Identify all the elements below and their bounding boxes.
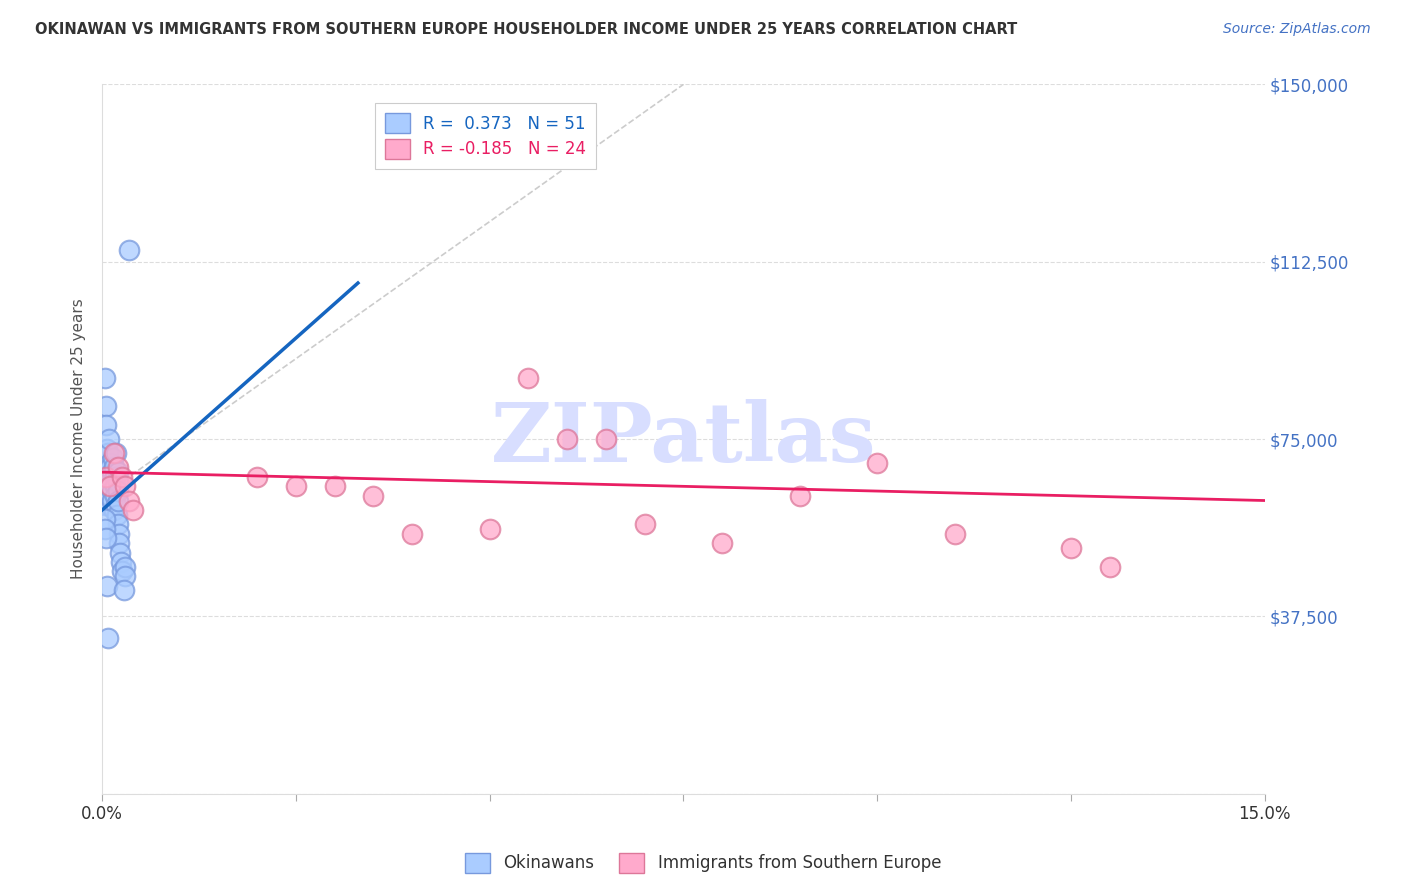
Point — [97, 489, 120, 503]
Point — [108, 536, 131, 550]
Point — [98, 432, 121, 446]
Point — [107, 484, 129, 499]
Point — [105, 446, 128, 460]
Point — [246, 470, 269, 484]
Point — [114, 559, 136, 574]
Point — [114, 479, 136, 493]
Point — [96, 493, 118, 508]
Point — [110, 565, 132, 579]
Point — [114, 569, 136, 583]
Point — [401, 526, 423, 541]
Point — [122, 503, 145, 517]
Point — [118, 493, 141, 508]
Point — [104, 479, 127, 493]
Point — [634, 517, 657, 532]
Point — [1060, 541, 1083, 555]
Text: ZIPatlas: ZIPatlas — [491, 399, 876, 479]
Point — [105, 508, 128, 522]
Y-axis label: Householder Income Under 25 years: Householder Income Under 25 years — [72, 299, 86, 580]
Point — [284, 479, 307, 493]
Point — [98, 456, 121, 470]
Point — [98, 498, 121, 512]
Point — [108, 545, 131, 559]
Point — [97, 446, 120, 460]
Point — [105, 498, 128, 512]
Point — [97, 479, 120, 493]
Point — [97, 465, 120, 479]
Point — [96, 442, 118, 456]
Point — [100, 475, 122, 489]
Point — [93, 489, 115, 503]
Point — [107, 517, 129, 532]
Point — [94, 470, 117, 484]
Point — [104, 470, 127, 484]
Point — [101, 484, 124, 499]
Point — [93, 498, 115, 512]
Point — [98, 479, 121, 493]
Point — [100, 465, 122, 479]
Point — [555, 432, 578, 446]
Text: Source: ZipAtlas.com: Source: ZipAtlas.com — [1223, 22, 1371, 37]
Point — [112, 583, 135, 598]
Point — [94, 370, 117, 384]
Point — [103, 460, 125, 475]
Point — [517, 370, 540, 384]
Point — [94, 417, 117, 432]
Point — [101, 493, 124, 508]
Point — [363, 489, 385, 503]
Point — [107, 465, 129, 479]
Legend: R =  0.373   N = 51, R = -0.185   N = 24: R = 0.373 N = 51, R = -0.185 N = 24 — [375, 103, 596, 169]
Point — [711, 536, 734, 550]
Point — [96, 579, 118, 593]
Point — [110, 555, 132, 569]
Point — [97, 475, 120, 489]
Point — [107, 493, 129, 508]
Point — [943, 526, 966, 541]
Point — [323, 479, 346, 493]
Point — [107, 475, 129, 489]
Point — [98, 489, 121, 503]
Point — [94, 522, 117, 536]
Point — [94, 532, 117, 546]
Point — [1098, 559, 1121, 574]
Point — [101, 450, 124, 465]
Point — [93, 512, 115, 526]
Point — [107, 460, 129, 475]
Point — [97, 631, 120, 645]
Point — [104, 489, 127, 503]
Point — [789, 489, 811, 503]
Point — [98, 479, 121, 493]
Point — [110, 470, 132, 484]
Legend: Okinawans, Immigrants from Southern Europe: Okinawans, Immigrants from Southern Euro… — [458, 847, 948, 880]
Point — [103, 446, 125, 460]
Text: OKINAWAN VS IMMIGRANTS FROM SOUTHERN EUROPE HOUSEHOLDER INCOME UNDER 25 YEARS CO: OKINAWAN VS IMMIGRANTS FROM SOUTHERN EUR… — [35, 22, 1018, 37]
Point — [98, 460, 121, 475]
Point — [866, 456, 889, 470]
Point — [94, 399, 117, 413]
Point — [108, 526, 131, 541]
Point — [118, 243, 141, 257]
Point — [595, 432, 617, 446]
Point — [103, 503, 125, 517]
Point — [478, 522, 501, 536]
Point — [98, 470, 121, 484]
